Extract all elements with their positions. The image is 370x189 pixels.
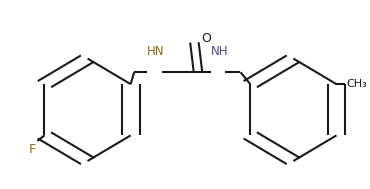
Text: HN: HN [147, 45, 164, 58]
Text: CH₃: CH₃ [346, 79, 367, 89]
Text: O: O [201, 32, 211, 45]
Text: F: F [28, 143, 36, 156]
Text: NH: NH [211, 45, 228, 58]
